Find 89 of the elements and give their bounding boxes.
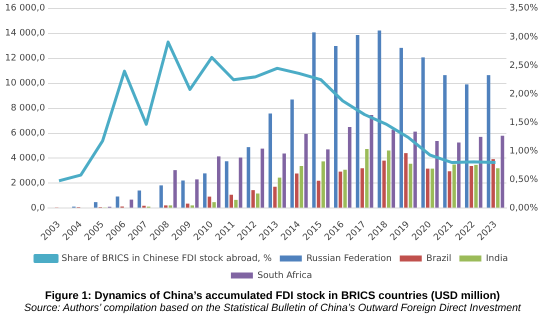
bar <box>343 170 347 208</box>
y-tick-label: 4 000,0 <box>10 154 46 164</box>
bar <box>186 204 190 208</box>
bar <box>348 127 352 208</box>
bar <box>500 136 504 208</box>
bar <box>448 171 452 208</box>
bar <box>360 168 364 208</box>
bar <box>130 200 134 208</box>
bar <box>282 153 286 208</box>
bar <box>491 159 495 208</box>
bar <box>443 75 447 208</box>
y2-tick-label: 0,50% <box>509 174 538 185</box>
legend-label: Brazil <box>426 254 452 264</box>
bar <box>400 48 403 208</box>
bar <box>208 196 212 208</box>
bar <box>470 166 474 208</box>
bar <box>421 57 425 208</box>
bar <box>246 147 250 208</box>
bar <box>216 156 220 208</box>
bar <box>164 205 168 208</box>
text: Figure 1: Dynamics of China’s accumulated FDI stock in BRICS countries (USD million) <box>44 290 501 302</box>
bar <box>486 75 490 208</box>
bar <box>338 172 342 208</box>
y-tick-label: 0,0 <box>30 204 46 214</box>
bar <box>300 166 304 208</box>
legend-label: Share of BRICS in Chinese FDI stock abroad, % <box>62 254 272 264</box>
bar <box>464 84 468 208</box>
y-tick-label: 8 000,0 <box>10 104 46 114</box>
y-tick-label: 12 000,0 <box>5 54 46 64</box>
bar <box>316 180 320 208</box>
legend-label: Russian Federation <box>306 254 392 264</box>
bar <box>426 168 430 208</box>
y2-tick-label: 2,00% <box>509 89 538 100</box>
y-tick-label: 10 000,0 <box>5 78 46 89</box>
legend-label: India <box>486 254 508 264</box>
bar <box>404 153 408 208</box>
y2-tick-label: 3,50% <box>509 4 538 14</box>
bar <box>195 179 199 208</box>
bar <box>478 136 482 208</box>
y2-tick-label: 0,00% <box>509 204 538 214</box>
y2-tick-label: 3,00% <box>509 32 538 42</box>
bar <box>334 46 338 208</box>
bar <box>260 148 264 208</box>
bar <box>138 190 142 208</box>
bar <box>386 150 390 208</box>
bar <box>452 164 456 208</box>
bar <box>326 149 330 208</box>
bar <box>413 132 417 208</box>
bar <box>392 130 396 208</box>
y-tick-label: 2 000,0 <box>10 178 46 189</box>
bar <box>168 205 172 208</box>
bar <box>230 194 234 208</box>
bar <box>173 170 177 208</box>
bar <box>278 178 282 208</box>
legend-label: South Africa <box>257 270 312 281</box>
y2-tick-label: 2,50% <box>509 60 538 71</box>
bar <box>94 202 98 208</box>
bar <box>295 173 298 208</box>
y-tick-label: 16 000,0 <box>5 4 46 14</box>
source-note: Source: Authors’ compilation based on the Statistical Bulletin of China’s Outward Foreign Direct Investment <box>23 302 522 314</box>
bar <box>273 186 277 208</box>
bar <box>234 200 238 208</box>
bar <box>408 164 412 208</box>
bar <box>365 148 369 208</box>
bar <box>496 168 500 208</box>
bar <box>378 30 382 208</box>
bar <box>224 161 228 208</box>
y-tick-label: 14 000,0 <box>5 28 46 39</box>
y-tick-label: 6 000,0 <box>10 128 46 139</box>
y2-tick-label: 1,00% <box>509 146 538 156</box>
bar <box>304 134 308 208</box>
bar <box>290 100 294 208</box>
bar <box>251 190 255 208</box>
bar <box>190 205 194 208</box>
bar <box>256 194 260 208</box>
bar <box>238 157 242 208</box>
bar <box>321 161 325 208</box>
bar <box>212 202 216 208</box>
bar <box>268 114 272 208</box>
bar <box>382 160 386 208</box>
bar <box>430 168 434 208</box>
y2-tick-label: 1,50% <box>509 118 538 128</box>
bar <box>457 142 461 208</box>
bar <box>356 34 360 208</box>
bar <box>312 32 316 208</box>
bar <box>435 140 439 208</box>
bar <box>181 180 185 208</box>
bar <box>203 173 207 208</box>
bar <box>159 185 163 208</box>
